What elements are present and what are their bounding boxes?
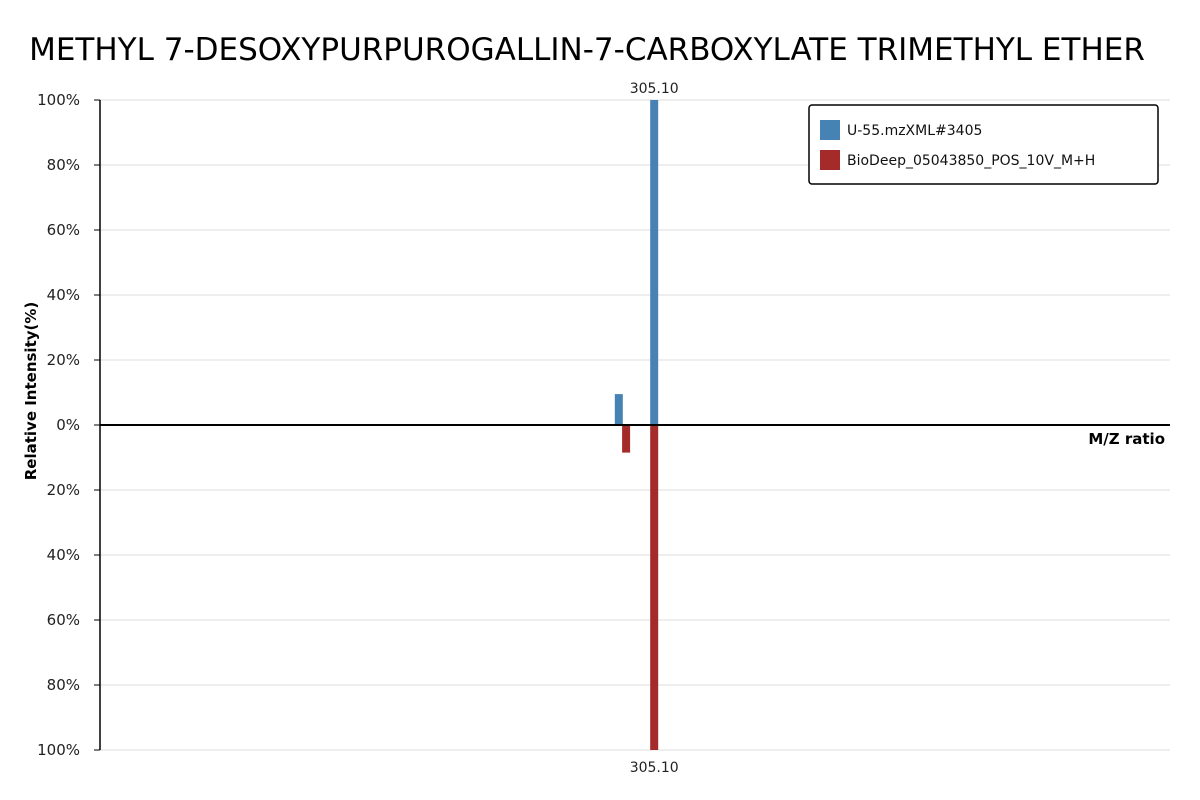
legend-box [808,104,1159,185]
y-tick-label: 20% [47,351,80,369]
peak-label: 305.10 [630,81,679,97]
query-peak-bar [614,394,623,425]
y-tick-label: 60% [47,221,80,239]
peak-label: 305.10 [630,760,679,776]
query-peak-bar [650,100,659,425]
chart-title: METHYL 7-DESOXYPURPUROGALLIN-7-CARBOXYLA… [29,32,1145,68]
reference-peak-bar [650,425,659,750]
y-tick-label: 80% [47,156,80,174]
x-axis-label: M/Z ratio [1088,430,1165,448]
y-tick-label: 40% [47,546,80,564]
legend-label-query: U-55.mzXML#3405 [847,123,982,139]
peak-bars: 305.10 305.10 [614,81,679,776]
reference-peak-bar [622,425,631,453]
y-tick-label: 80% [47,676,80,694]
y-tick-label: 100% [37,91,80,109]
legend: U-55.mzXML#3405 BioDeep_05043850_POS_10V… [808,104,1159,185]
y-tick-label: 0% [56,416,80,434]
legend-label-reference: BioDeep_05043850_POS_10V_M+H [847,153,1095,169]
y-tick-label: 60% [47,611,80,629]
y-tick-label: 40% [47,286,80,304]
y-tick-label: 20% [47,481,80,499]
legend-swatch-query [820,120,840,140]
legend-swatch-reference [820,150,840,170]
gridlines [100,99,1170,751]
y-axis-ticks: 100% 80% 60% 40% 20% 0% 20% 40% 60% 80% 100% [37,91,100,759]
y-axis-label: Relative Intensity(%) [22,302,40,481]
y-tick-label: 100% [37,741,80,759]
